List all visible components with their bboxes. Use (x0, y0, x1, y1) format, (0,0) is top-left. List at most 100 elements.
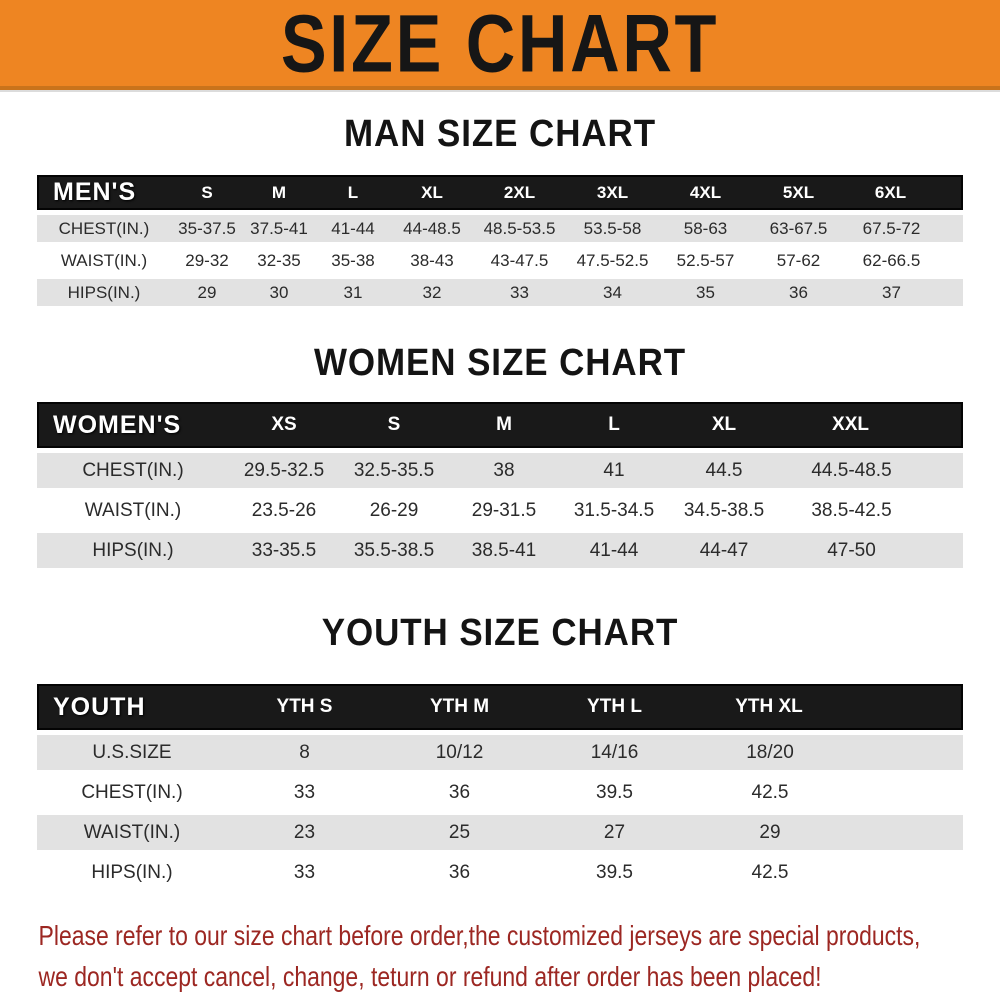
size-value: 44-47 (669, 533, 779, 568)
column-header: XXL (779, 402, 963, 448)
size-value: 33 (227, 775, 382, 810)
column-header: M (243, 175, 315, 210)
footer-line-2: we don't accept cancel, change, teturn o… (38, 961, 822, 992)
column-header: XL (669, 402, 779, 448)
column-header: 5XL (752, 175, 845, 210)
row-label: WAIST(IN.) (37, 493, 229, 528)
size-value: 35-37.5 (171, 215, 243, 242)
size-value: 38.5-41 (449, 533, 559, 568)
size-value: 35 (659, 279, 752, 306)
size-value: 37 (845, 279, 963, 306)
youth-table-body: U.S.SIZE 8 10/12 14/16 18/20 CHEST(IN.) 33 36 39… (37, 735, 963, 890)
table-row: HIPS(IN.) 29 30 31 32 33 34 35 36 37 (37, 279, 963, 306)
women-section-title: WOMEN SIZE CHART (313, 342, 687, 384)
size-value: 32-35 (243, 247, 315, 274)
size-value: 34.5-38.5 (669, 493, 779, 528)
size-value: 42.5 (692, 855, 963, 890)
size-value: 39.5 (537, 775, 692, 810)
size-value: 62-66.5 (845, 247, 963, 274)
size-value: 43-47.5 (473, 247, 566, 274)
size-value: 57-62 (752, 247, 845, 274)
footer-line-1: Please refer to our size chart before or… (38, 920, 921, 951)
column-header: L (559, 402, 669, 448)
size-value: 67.5-72 (845, 215, 963, 242)
size-value: 26-29 (339, 493, 449, 528)
row-label: U.S.SIZE (37, 735, 227, 770)
row-label: CHEST(IN.) (37, 215, 171, 242)
size-value: 52.5-57 (659, 247, 752, 274)
column-header: M (449, 402, 559, 448)
size-value: 35.5-38.5 (339, 533, 449, 568)
row-label: WAIST(IN.) (37, 815, 227, 850)
table-row: HIPS(IN.) 33 36 39.5 42.5 (37, 855, 963, 890)
column-header: 4XL (659, 175, 752, 210)
size-value: 29-32 (171, 247, 243, 274)
column-header: YTH S (227, 684, 382, 730)
column-header: 2XL (473, 175, 566, 210)
size-value: 32.5-35.5 (339, 453, 449, 488)
youth-header-label: YOUTH (37, 684, 227, 730)
column-header: 3XL (566, 175, 659, 210)
column-header: 6XL (845, 175, 963, 210)
table-row: CHEST(IN.) 33 36 39.5 42.5 (37, 775, 963, 810)
size-value: 33-35.5 (229, 533, 339, 568)
size-value: 36 (752, 279, 845, 306)
size-value: 23 (227, 815, 382, 850)
size-value: 31 (315, 279, 391, 306)
size-value: 47.5-52.5 (566, 247, 659, 274)
size-value: 48.5-53.5 (473, 215, 566, 242)
size-value: 38.5-42.5 (779, 493, 963, 528)
size-value: 44-48.5 (391, 215, 473, 242)
size-value: 44.5-48.5 (779, 453, 963, 488)
table-row: U.S.SIZE 8 10/12 14/16 18/20 (37, 735, 963, 770)
size-value: 8 (227, 735, 382, 770)
size-value: 25 (382, 815, 537, 850)
size-value: 27 (537, 815, 692, 850)
column-header: S (339, 402, 449, 448)
footer-note: Please refer to our size chart before or… (0, 915, 921, 997)
table-row: WAIST(IN.) 29-32 32-35 35-38 38-43 43-47.5 47.… (37, 247, 963, 274)
size-value: 33 (473, 279, 566, 306)
row-label: WAIST(IN.) (37, 247, 171, 274)
table-row: CHEST(IN.) 35-37.5 37.5-41 41-44 44-48.5 48.5… (37, 215, 963, 242)
column-header: YTH M (382, 684, 537, 730)
men-header-label: MEN'S (37, 175, 171, 210)
women-header-label: WOMEN'S (37, 402, 229, 448)
column-header: S (171, 175, 243, 210)
size-value: 58-63 (659, 215, 752, 242)
size-value: 29 (692, 815, 963, 850)
table-row: WAIST(IN.) 23.5-26 26-29 29-31.5 31.5-34.5 34… (37, 493, 963, 528)
banner: SIZE CHART (0, 0, 1000, 90)
row-label: CHEST(IN.) (37, 453, 229, 488)
women-size-table: WOMEN'S XS S M L XL XXL CHEST(IN.) 29.5-32.5 32… (37, 397, 963, 573)
size-value: 41 (559, 453, 669, 488)
women-table-body: CHEST(IN.) 29.5-32.5 32.5-35.5 38 41 44.5 44.5… (37, 453, 963, 568)
size-value: 30 (243, 279, 315, 306)
size-value: 42.5 (692, 775, 963, 810)
men-section-title: MAN SIZE CHART (344, 113, 656, 155)
size-value: 23.5-26 (229, 493, 339, 528)
size-value: 10/12 (382, 735, 537, 770)
row-label: HIPS(IN.) (37, 855, 227, 890)
size-value: 29 (171, 279, 243, 306)
column-header: YTH L (537, 684, 692, 730)
size-value: 18/20 (692, 735, 963, 770)
row-label: HIPS(IN.) (37, 279, 171, 306)
women-section: WOMEN SIZE CHART WOMEN'S XS S M L XL XXL CHES… (0, 341, 1000, 573)
men-size-table: MEN'S S M L XL 2XL 3XL 4XL 5XL 6XL CHEST(IN.) 35-… (37, 170, 963, 311)
size-value: 47-50 (779, 533, 963, 568)
size-value: 39.5 (537, 855, 692, 890)
table-row: HIPS(IN.) 33-35.5 35.5-38.5 38.5-41 41-44 44-… (37, 533, 963, 568)
size-value: 38 (449, 453, 559, 488)
size-value: 53.5-58 (566, 215, 659, 242)
column-header: L (315, 175, 391, 210)
banner-title: SIZE CHART (280, 0, 720, 90)
youth-section-title: YOUTH SIZE CHART (321, 612, 679, 654)
table-row: CHEST(IN.) 29.5-32.5 32.5-35.5 38 41 44.5 44.5… (37, 453, 963, 488)
men-header-row: MEN'S S M L XL 2XL 3XL 4XL 5XL 6XL (37, 175, 963, 210)
men-table-body: CHEST(IN.) 35-37.5 37.5-41 41-44 44-48.5 48.5… (37, 215, 963, 306)
column-header: XS (229, 402, 339, 448)
row-label: CHEST(IN.) (37, 775, 227, 810)
size-value: 41-44 (559, 533, 669, 568)
size-value: 34 (566, 279, 659, 306)
